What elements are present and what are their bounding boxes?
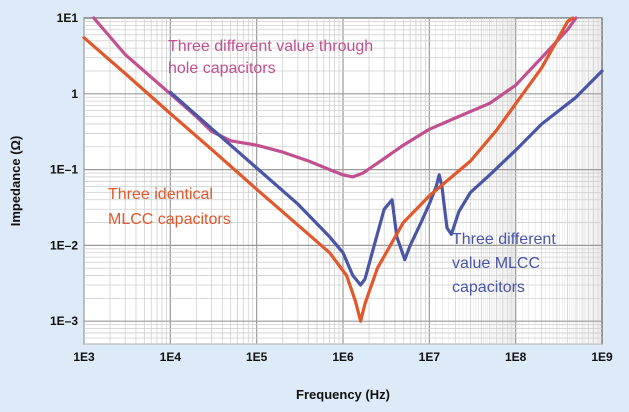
- grid-lines: [83, 18, 602, 345]
- y-axis-title: Impedance (Ω): [8, 136, 23, 227]
- series-group: [82, 16, 604, 323]
- y-tick-label: 1E–3: [50, 314, 78, 328]
- y-tick-label: 1E–1: [50, 163, 78, 177]
- series-line-2: [168, 69, 604, 287]
- y-tick-labels: 1E–3 1E–2 1E–1 1 1E1: [50, 11, 78, 328]
- annotations: Three different value through hole capaci…: [108, 38, 556, 296]
- x-tick-label: 1E9: [591, 350, 613, 364]
- series-line-1: [92, 16, 578, 179]
- x-tick-label: 1E4: [160, 350, 182, 364]
- y-tick-label: 1: [71, 87, 78, 101]
- x-tick-label: 1E3: [73, 350, 95, 364]
- x-tick-label: 1E7: [419, 350, 441, 364]
- annotation-text: Three identical: [108, 186, 213, 203]
- annotation-text: hole capacitors: [168, 60, 276, 77]
- annotation-text: Three different value through: [168, 38, 373, 55]
- y-tick-label: 1E1: [57, 11, 79, 25]
- x-tick-label: 1E6: [332, 350, 354, 364]
- y-tick-label: 1E–2: [50, 238, 78, 252]
- x-tick-labels: 1E3 1E4 1E5 1E6 1E7 1E8 1E9: [73, 350, 613, 364]
- series-line-3: [82, 16, 575, 323]
- x-axis-title: Frequency (Hz): [296, 387, 390, 402]
- x-tick-label: 1E8: [505, 350, 527, 364]
- x-tick-label: 1E5: [246, 350, 268, 364]
- annotation-text: value MLCC: [452, 255, 540, 272]
- annotation-text: capacitors: [452, 279, 525, 296]
- annotation-text: MLCC capacitors: [108, 211, 231, 228]
- annotation-text: Three different: [452, 231, 556, 248]
